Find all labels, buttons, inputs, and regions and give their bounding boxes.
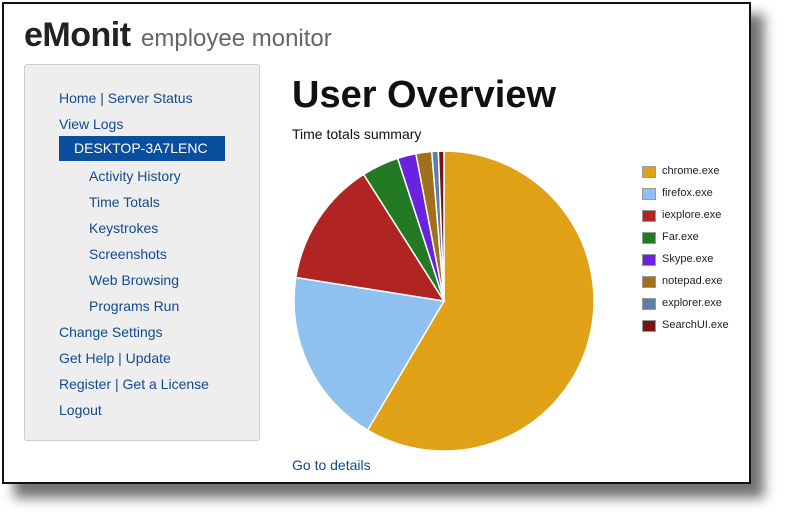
legend-item: SearchUI.exe	[642, 317, 752, 339]
nav-activity-history[interactable]: Activity History	[89, 168, 181, 184]
nav-programs-run[interactable]: Programs Run	[89, 298, 180, 314]
legend-swatch	[642, 320, 656, 332]
pie-slice-chrome-exe	[366, 150, 595, 452]
legend-swatch	[642, 254, 656, 266]
legend-item: iexplore.exe	[642, 207, 752, 229]
legend-label: notepad.exe	[662, 275, 723, 287]
legend-label: Far.exe	[662, 231, 699, 243]
legend-label: iexplore.exe	[662, 209, 722, 221]
legend-label: firefox.exe	[662, 187, 713, 199]
chart-summary-label: Time totals summary	[292, 126, 422, 142]
legend-item: chrome.exe	[642, 163, 752, 185]
legend-item: explorer.exe	[642, 295, 752, 317]
nav-keystrokes[interactable]: Keystrokes	[89, 220, 159, 236]
legend-swatch	[642, 276, 656, 288]
nav-logout[interactable]: Logout	[59, 402, 102, 418]
chart-legend: chrome.exe firefox.exe iexplore.exe Far.exe…	[642, 163, 752, 339]
app-tagline: employee monitor	[141, 25, 332, 52]
sidebar-nav: Home | Server Status View Logs DESKTOP-3…	[24, 64, 260, 441]
time-totals-pie-chart	[293, 150, 595, 452]
legend-label: SearchUI.exe	[662, 319, 729, 331]
nav-time-totals[interactable]: Time Totals	[89, 194, 160, 210]
nav-screenshots[interactable]: Screenshots	[89, 246, 167, 262]
page-header: eMonit employee monitor	[24, 16, 332, 55]
legend-item: notepad.exe	[642, 273, 752, 295]
browser-frame: eMonit employee monitor Home | Server St…	[2, 2, 751, 484]
legend-swatch	[642, 188, 656, 200]
pie-slice-searchui-exe	[437, 150, 445, 302]
nav-change-settings[interactable]: Change Settings	[59, 324, 163, 340]
nav-home-server-status[interactable]: Home | Server Status	[59, 90, 193, 106]
legend-item: firefox.exe	[642, 185, 752, 207]
legend-label: explorer.exe	[662, 297, 722, 309]
legend-label: chrome.exe	[662, 165, 720, 177]
nav-get-help-update[interactable]: Get Help | Update	[59, 350, 171, 366]
nav-register-license[interactable]: Register | Get a License	[59, 376, 209, 392]
pie-slice-iexplore-exe	[294, 173, 446, 303]
nav-view-logs[interactable]: View Logs	[59, 116, 124, 132]
nav-web-browsing[interactable]: Web Browsing	[89, 272, 180, 288]
legend-swatch	[642, 298, 656, 310]
legend-item: Far.exe	[642, 229, 752, 251]
legend-swatch	[642, 166, 656, 178]
legend-item: Skype.exe	[642, 251, 752, 273]
legend-swatch	[642, 232, 656, 244]
go-to-details-link[interactable]: Go to details	[292, 457, 371, 473]
legend-label: Skype.exe	[662, 253, 714, 265]
pie-slice-firefox-exe	[293, 276, 446, 432]
nav-computer-selected[interactable]: DESKTOP-3A7LENC	[59, 136, 225, 161]
page-title: User Overview	[292, 74, 557, 116]
app-logo: eMonit	[24, 16, 131, 54]
legend-swatch	[642, 210, 656, 222]
